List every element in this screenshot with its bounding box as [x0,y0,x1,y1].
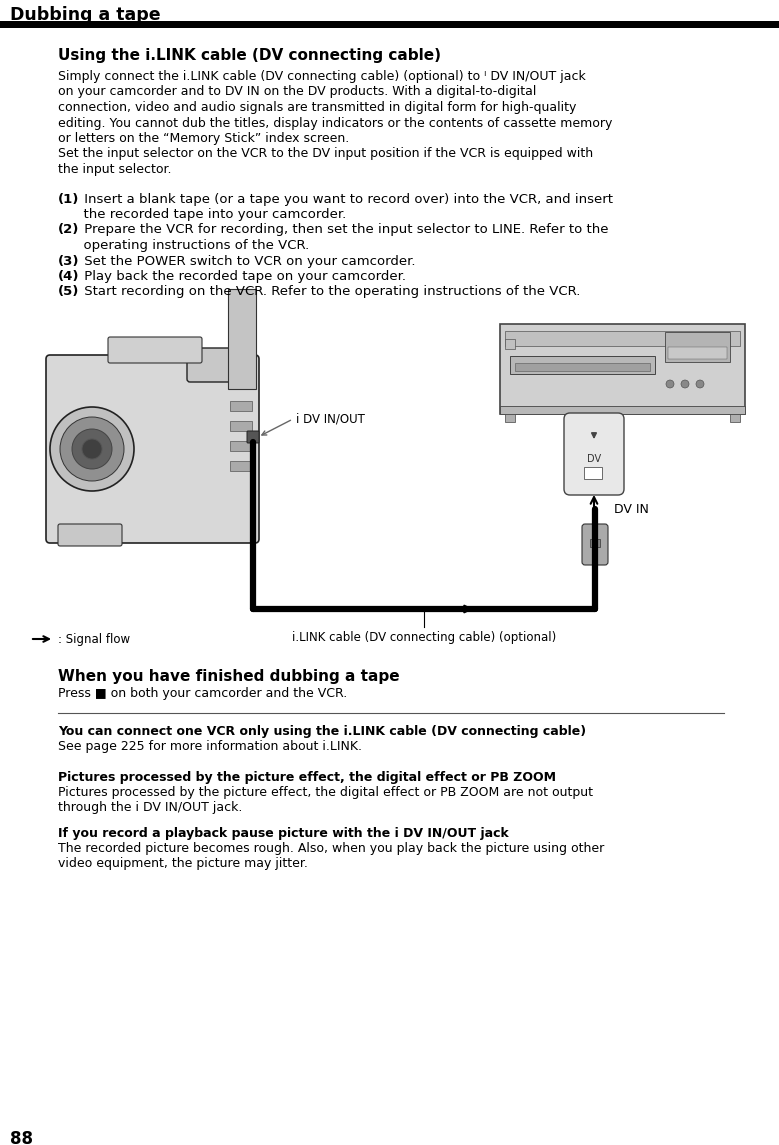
FancyBboxPatch shape [58,524,122,546]
Circle shape [666,380,674,388]
Text: Simply connect the i.LINK cable (DV connecting cable) (optional) to ᴵ DV IN/OUT : Simply connect the i.LINK cable (DV conn… [58,70,586,82]
Text: (3): (3) [58,254,79,268]
FancyBboxPatch shape [564,413,624,495]
Bar [500,406,745,414]
Text: or letters on the “Memory Stick” index screen.: or letters on the “Memory Stick” index s… [58,132,349,145]
Text: If you record a playback pause picture with the i DV IN/OUT jack: If you record a playback pause picture w… [58,827,509,840]
Bar [230,441,252,451]
Text: (2): (2) [58,223,79,237]
Text: (4): (4) [58,270,79,283]
Text: editing. You cannot dub the titles, display indicators or the contents of casset: editing. You cannot dub the titles, disp… [58,117,612,129]
Bar [505,339,515,349]
Text: the input selector.: the input selector. [58,163,171,176]
Text: Play back the recorded tape on your camcorder.: Play back the recorded tape on your camc… [80,270,406,283]
Bar [730,414,740,423]
FancyBboxPatch shape [247,431,259,443]
Bar [505,414,515,423]
Bar [665,332,730,362]
Text: Set the input selector on the VCR to the DV input position if the VCR is equippe: Set the input selector on the VCR to the… [58,148,593,160]
Circle shape [50,406,134,491]
Text: Pictures processed by the picture effect, the digital effect or PB ZOOM are not : Pictures processed by the picture effect… [58,785,593,799]
Text: (5): (5) [58,285,79,299]
Bar [590,539,600,547]
Text: Insert a blank tape (or a tape you want to record over) into the VCR, and insert: Insert a blank tape (or a tape you want … [80,192,613,205]
Bar [230,401,252,411]
Text: connection, video and audio signals are transmitted in digital form for high-qua: connection, video and audio signals are … [58,101,576,114]
FancyBboxPatch shape [108,337,202,363]
Bar [505,331,740,346]
Text: Pictures processed by the picture effect, the digital effect or PB ZOOM: Pictures processed by the picture effect… [58,771,556,784]
Text: on your camcorder and to DV IN on the DV products. With a digital-to-digital: on your camcorder and to DV IN on the DV… [58,86,537,98]
Circle shape [60,417,124,481]
Bar [515,363,650,371]
Text: (1): (1) [58,192,79,205]
Text: The recorded picture becomes rough. Also, when you play back the picture using o: The recorded picture becomes rough. Also… [58,842,605,855]
Bar [584,467,602,479]
Text: the recorded tape into your camcorder.: the recorded tape into your camcorder. [58,208,346,221]
Text: See page 225 for more information about i.LINK.: See page 225 for more information about … [58,740,362,753]
Text: When you have finished dubbing a tape: When you have finished dubbing a tape [58,669,400,684]
Text: i.LINK cable (DV connecting cable) (optional): i.LINK cable (DV connecting cable) (opti… [292,631,556,643]
Text: video equipment, the picture may jitter.: video equipment, the picture may jitter. [58,856,308,870]
Text: Set the POWER switch to VCR on your camcorder.: Set the POWER switch to VCR on your camc… [80,254,415,268]
Text: 88: 88 [10,1130,33,1145]
Text: Press ■ on both your camcorder and the VCR.: Press ■ on both your camcorder and the V… [58,687,347,700]
Text: Prepare the VCR for recording, then set the input selector to LINE. Refer to the: Prepare the VCR for recording, then set … [80,223,608,237]
Text: operating instructions of the VCR.: operating instructions of the VCR. [58,239,309,252]
Bar [230,461,252,471]
Bar [228,289,256,389]
Circle shape [72,429,112,469]
Bar [230,421,252,431]
Text: DV: DV [587,455,601,464]
Text: DV IN: DV IN [614,503,649,516]
Circle shape [696,380,704,388]
Bar [510,356,655,374]
Text: through the i DV IN/OUT jack.: through the i DV IN/OUT jack. [58,802,242,814]
Text: Using the i.LINK cable (DV connecting cable): Using the i.LINK cable (DV connecting ca… [58,48,441,63]
Bar [668,347,727,360]
FancyBboxPatch shape [187,348,248,382]
Bar [0,21,779,27]
Circle shape [681,380,689,388]
Text: Start recording on the VCR. Refer to the operating instructions of the VCR.: Start recording on the VCR. Refer to the… [80,285,580,299]
Text: : Signal flow: : Signal flow [58,632,130,646]
Text: Dubbing a tape: Dubbing a tape [10,6,160,24]
FancyBboxPatch shape [582,524,608,564]
FancyBboxPatch shape [500,324,745,414]
Text: You can connect one VCR only using the i.LINK cable (DV connecting cable): You can connect one VCR only using the i… [58,725,586,739]
Text: i DV IN/OUT: i DV IN/OUT [296,412,365,425]
FancyBboxPatch shape [46,355,259,543]
Circle shape [82,439,102,459]
